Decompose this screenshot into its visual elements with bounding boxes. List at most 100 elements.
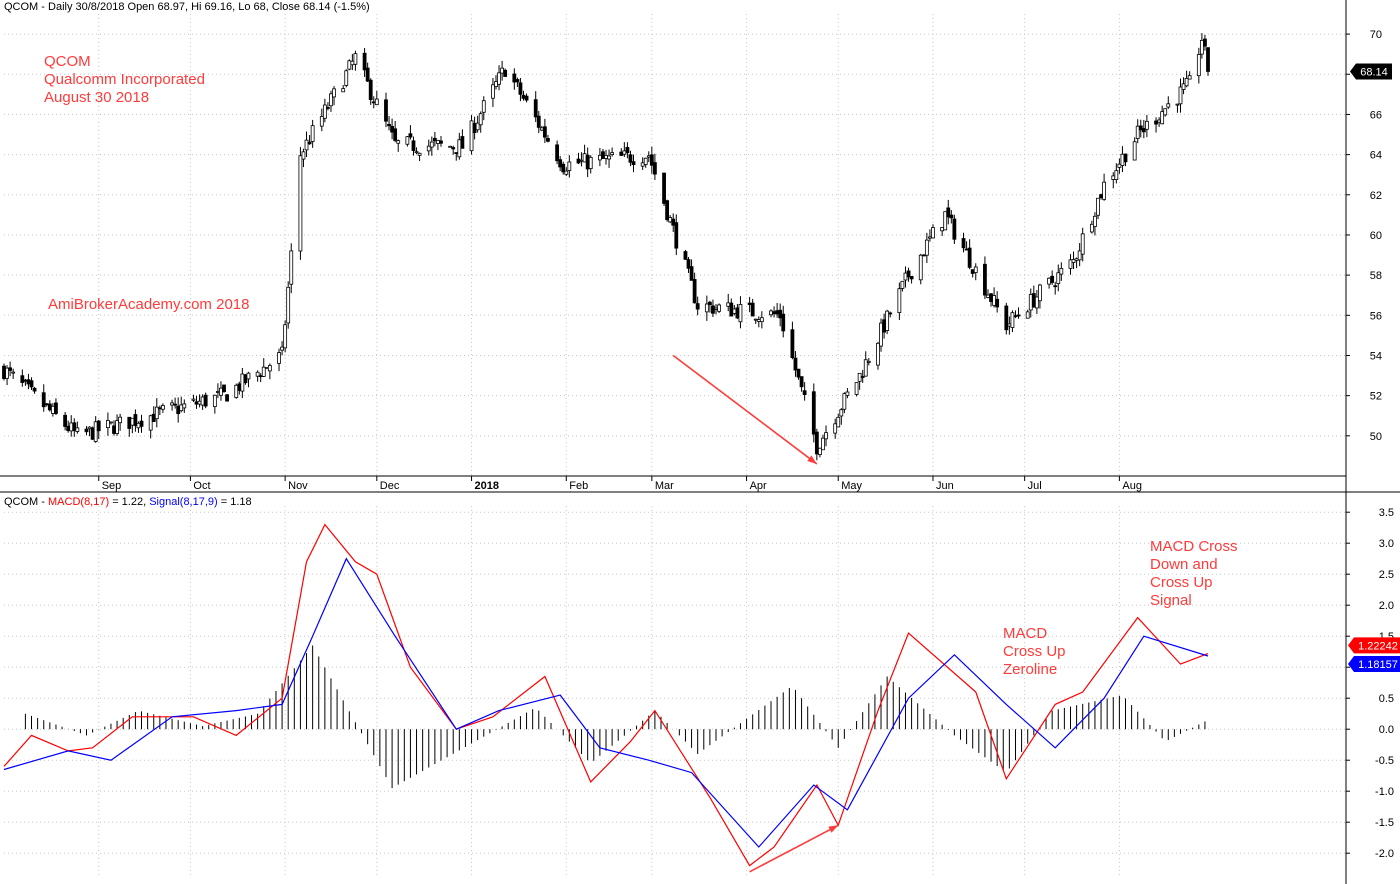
candle-body — [781, 313, 786, 332]
candle-body — [1203, 38, 1207, 47]
candle-body — [454, 152, 459, 154]
candle-body — [1034, 296, 1039, 309]
candle-body — [240, 373, 245, 392]
candle-body — [96, 420, 101, 432]
candle-body — [610, 152, 615, 155]
candle-body — [521, 94, 526, 99]
candle-body — [640, 162, 645, 167]
candle-body — [860, 376, 865, 378]
macd-tick-label: 3.0 — [1379, 538, 1394, 550]
price-tick-label: 64 — [1370, 150, 1382, 162]
candle-body — [597, 154, 602, 161]
candle-body — [604, 154, 608, 159]
price-trend-arrow — [672, 354, 818, 465]
candle-body — [1135, 125, 1140, 139]
candle-body — [854, 382, 859, 395]
candle-body — [460, 136, 465, 149]
candle-body — [411, 140, 416, 151]
candle-body — [876, 342, 880, 366]
candle-body — [72, 422, 77, 432]
candle-body — [564, 170, 569, 175]
macd-value-marker — [1348, 637, 1400, 654]
candle-body — [494, 81, 498, 87]
candle-body — [952, 218, 957, 240]
x-tick-label: Aug — [1122, 480, 1142, 492]
annotation-line: Cross Up — [1003, 643, 1066, 660]
candle-body — [619, 151, 624, 156]
candle-body — [1102, 181, 1107, 200]
candle-body — [212, 394, 217, 408]
candle-body — [301, 151, 306, 160]
candle-body — [371, 101, 376, 104]
candle-body — [821, 437, 825, 451]
candle-body — [622, 150, 627, 155]
candle-body — [157, 407, 162, 410]
candle-body — [347, 60, 352, 70]
company-line: August 30 2018 — [44, 89, 150, 106]
annotation-line: MACD — [1003, 625, 1048, 642]
macd-cross-signal-annotation: MACD Cross Down and Cross Up Signal — [1150, 538, 1238, 610]
candle-body — [246, 372, 251, 380]
candle-body — [1132, 141, 1137, 161]
candle-body — [601, 151, 605, 159]
candle-body — [429, 141, 434, 148]
macd-header-sep: - — [38, 496, 49, 508]
candle-body — [1123, 153, 1128, 163]
candle-body — [170, 402, 174, 406]
candle-body — [533, 99, 538, 118]
candle-body — [29, 380, 34, 388]
candle-body — [558, 159, 563, 168]
candle-body — [332, 88, 336, 98]
candle-body — [683, 251, 688, 260]
macd-tick-label: 0.0 — [1379, 724, 1394, 736]
candle-body — [20, 375, 25, 383]
candle-body — [47, 403, 52, 411]
candle-body — [628, 154, 633, 163]
candle-body — [179, 404, 184, 412]
candle-body — [888, 312, 893, 315]
candle-body — [344, 70, 349, 86]
candle-body — [940, 227, 945, 232]
candle-body — [1074, 258, 1079, 261]
candle-body — [136, 422, 141, 429]
candle-body — [1154, 120, 1158, 125]
candle-body — [900, 280, 905, 289]
candle-body — [93, 421, 98, 442]
candle-body — [105, 420, 110, 429]
candle-body — [732, 308, 737, 314]
candle-body — [194, 401, 199, 405]
candle-body — [1080, 233, 1085, 255]
candle-body — [500, 67, 505, 74]
price-tick-label: 60 — [1370, 230, 1382, 242]
candle-body — [350, 60, 355, 66]
macd-header: QCOM - MACD(8,17) = 1.22, Signal(8,17,9)… — [4, 496, 252, 508]
annotation-line: Down and — [1150, 556, 1218, 573]
candle-body — [475, 122, 480, 131]
candle-body — [515, 79, 520, 83]
candle-body — [1007, 323, 1012, 327]
candle-body — [225, 394, 229, 402]
candle-body — [750, 302, 755, 317]
candle-body — [1004, 305, 1009, 331]
macd-line — [3, 523, 1209, 867]
candle-body — [845, 391, 850, 396]
x-tick-label: 2018 — [475, 480, 499, 492]
candle-body — [237, 383, 242, 391]
candle-body — [970, 269, 975, 274]
candle-body — [414, 151, 419, 154]
candle-body — [2, 365, 6, 379]
candle-body — [436, 139, 440, 144]
candle-body — [267, 365, 272, 372]
candle-body — [283, 324, 288, 349]
annotation-line: Signal — [1150, 592, 1192, 609]
company-line: Qualcomm Incorporated — [44, 71, 205, 88]
candle-body — [738, 304, 743, 323]
candle-body — [824, 432, 828, 440]
candle-body — [222, 384, 226, 393]
candle-body — [964, 248, 969, 251]
candle-body — [261, 366, 266, 377]
candle-body — [365, 67, 370, 82]
candle-body — [353, 53, 358, 65]
x-tick-label: Apr — [750, 480, 767, 492]
